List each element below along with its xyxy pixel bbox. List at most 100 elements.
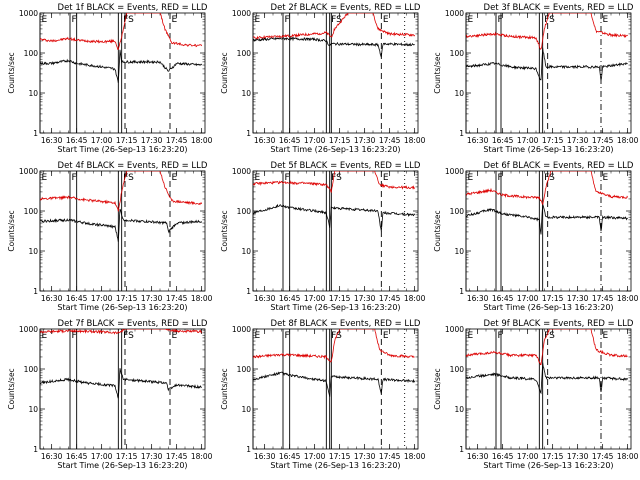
y-axis-label: Counts/sec bbox=[7, 368, 16, 409]
x-tick-label: 17:30 bbox=[354, 452, 376, 461]
x-tick-label: 16:45 bbox=[66, 294, 88, 303]
y-tick-label: 100 bbox=[24, 207, 39, 216]
events-series-line bbox=[40, 208, 203, 242]
events-series-line bbox=[466, 362, 629, 395]
event-marker-label: F bbox=[72, 15, 77, 25]
event-marker-label: E bbox=[468, 173, 474, 183]
y-tick-label: 10 bbox=[241, 405, 251, 414]
x-tick-label: 17:30 bbox=[141, 452, 163, 461]
y-tick-label: 100 bbox=[450, 365, 465, 374]
x-tick-label: 16:30 bbox=[41, 136, 63, 145]
x-axis-label: Start Time (26-Sep-13 16:23:20) bbox=[270, 145, 400, 154]
x-tick-label: 17:45 bbox=[379, 136, 401, 145]
y-tick-label: 1000 bbox=[232, 9, 251, 18]
x-tick-label: 17:00 bbox=[91, 452, 113, 461]
event-marker-label: FS bbox=[123, 15, 134, 25]
lld-series-line bbox=[253, 171, 416, 193]
y-tick-label: 1 bbox=[246, 287, 251, 296]
y-tick-label: 100 bbox=[237, 49, 252, 58]
y-tick-label: 1000 bbox=[232, 325, 251, 334]
x-tick-label: 17:00 bbox=[517, 136, 539, 145]
y-tick-label: 100 bbox=[450, 207, 465, 216]
detector-panel-6: Det 6f BLACK = Events, RED = LLD 1 10 100 10… bbox=[433, 161, 639, 312]
event-marker-label: F bbox=[285, 15, 290, 25]
y-tick-label: 10 bbox=[28, 247, 38, 256]
y-tick-label: 10 bbox=[454, 405, 464, 414]
plot-frame bbox=[465, 328, 632, 450]
detector-panel-5: Det 5f BLACK = Events, RED = LLD 1 10 100 10… bbox=[220, 161, 426, 312]
event-marker-label: E bbox=[383, 331, 389, 341]
detector-panel-7: Det 7f BLACK = Events, RED = LLD 1 10 100 10… bbox=[7, 319, 213, 470]
x-tick-label: 17:00 bbox=[517, 452, 539, 461]
panel-title: Det 2f BLACK = Events, RED = LLD bbox=[271, 3, 421, 13]
x-axis-label: Start Time (26-Sep-13 16:23:20) bbox=[483, 461, 613, 470]
x-tick-label: 18:00 bbox=[404, 452, 426, 461]
detector-panel-4: Det 4f BLACK = Events, RED = LLD 1 10 100 10… bbox=[7, 161, 213, 312]
event-marker-label: E bbox=[468, 15, 474, 25]
panel-title: Det 7f BLACK = Events, RED = LLD bbox=[58, 319, 208, 329]
event-marker-label: E bbox=[468, 331, 474, 341]
x-tick-label: 17:30 bbox=[141, 136, 163, 145]
event-marker-label: E bbox=[383, 173, 389, 183]
x-axis-label: Start Time (26-Sep-13 16:23:20) bbox=[57, 303, 187, 312]
detector-panel-1: Det 1f BLACK = Events, RED = LLD 1 10 100 10… bbox=[7, 3, 213, 154]
detector-panel-3: Det 3f BLACK = Events, RED = LLD 1 10 100 10… bbox=[433, 3, 639, 154]
x-tick-label: 18:00 bbox=[191, 294, 213, 303]
lld-series-line bbox=[40, 329, 203, 335]
x-tick-label: 16:30 bbox=[254, 294, 276, 303]
event-marker-label: E bbox=[255, 173, 261, 183]
x-tick-label: 17:45 bbox=[166, 136, 188, 145]
event-marker-label: F bbox=[72, 173, 77, 183]
y-tick-label: 1 bbox=[459, 445, 464, 454]
lld-series-line bbox=[40, 171, 203, 212]
x-axis-label: Start Time (26-Sep-13 16:23:20) bbox=[57, 145, 187, 154]
y-axis-label: Counts/sec bbox=[220, 210, 229, 251]
event-marker-label: FS bbox=[544, 331, 555, 341]
y-tick-label: 1 bbox=[33, 445, 38, 454]
event-marker-label: E bbox=[603, 331, 609, 341]
y-tick-label: 1000 bbox=[445, 9, 464, 18]
x-tick-label: 16:30 bbox=[254, 452, 276, 461]
y-tick-label: 100 bbox=[24, 49, 39, 58]
event-marker-label: E bbox=[255, 15, 261, 25]
y-tick-label: 1000 bbox=[19, 325, 38, 334]
x-tick-label: 17:30 bbox=[354, 294, 376, 303]
y-tick-label: 10 bbox=[241, 89, 251, 98]
x-tick-label: 17:15 bbox=[116, 452, 138, 461]
x-tick-label: 17:45 bbox=[166, 452, 188, 461]
x-tick-label: 16:45 bbox=[66, 452, 88, 461]
y-tick-label: 100 bbox=[237, 365, 252, 374]
y-tick-label: 1 bbox=[459, 287, 464, 296]
event-marker-label: F bbox=[498, 15, 503, 25]
x-tick-label: 17:30 bbox=[354, 136, 376, 145]
panel-title: Det 6f BLACK = Events, RED = LLD bbox=[484, 161, 634, 171]
x-tick-label: 17:00 bbox=[304, 294, 326, 303]
x-tick-label: 17:00 bbox=[304, 452, 326, 461]
y-axis-label: Counts/sec bbox=[220, 52, 229, 93]
x-tick-label: 17:45 bbox=[592, 452, 614, 461]
y-axis-label: Counts/sec bbox=[7, 210, 16, 251]
y-tick-label: 1000 bbox=[19, 167, 38, 176]
event-marker-label: F bbox=[285, 331, 290, 341]
x-tick-label: 17:15 bbox=[116, 294, 138, 303]
event-marker-label: FS bbox=[123, 331, 134, 341]
x-axis-label: Start Time (26-Sep-13 16:23:20) bbox=[270, 303, 400, 312]
x-tick-label: 17:30 bbox=[141, 294, 163, 303]
panel-title: Det 4f BLACK = Events, RED = LLD bbox=[58, 161, 208, 171]
events-series-line bbox=[40, 368, 202, 399]
x-tick-label: 18:00 bbox=[404, 294, 426, 303]
x-tick-label: 17:00 bbox=[91, 294, 113, 303]
y-tick-label: 1 bbox=[33, 287, 38, 296]
events-series-line bbox=[466, 204, 628, 235]
panel-title: Det 5f BLACK = Events, RED = LLD bbox=[271, 161, 421, 171]
x-tick-label: 17:15 bbox=[329, 136, 351, 145]
event-marker-label: E bbox=[383, 15, 389, 25]
plot-frame bbox=[252, 328, 419, 450]
lld-series-line bbox=[466, 13, 628, 50]
y-tick-label: 10 bbox=[241, 247, 251, 256]
x-tick-label: 16:30 bbox=[467, 136, 489, 145]
x-tick-label: 17:00 bbox=[91, 136, 113, 145]
lld-series-line bbox=[253, 13, 416, 40]
y-axis-label: Counts/sec bbox=[433, 52, 442, 93]
event-marker-label: FS bbox=[331, 15, 342, 25]
